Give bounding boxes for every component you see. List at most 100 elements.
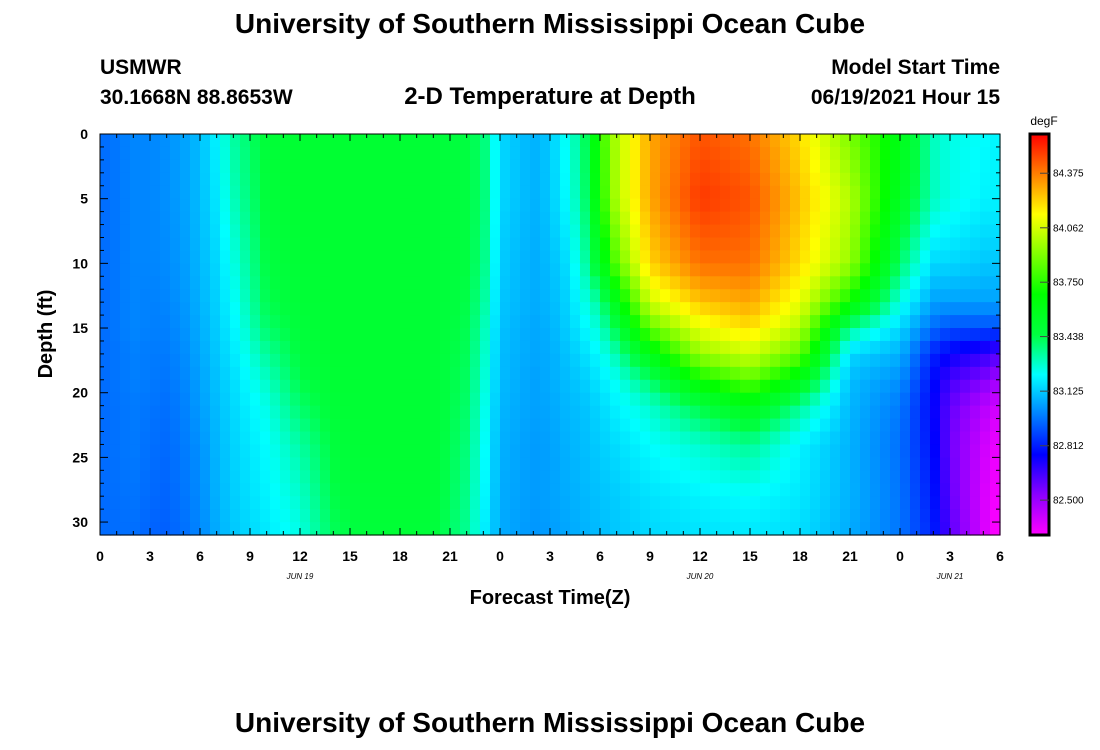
heatmap-cell [890, 353, 901, 368]
heatmap-cell [720, 431, 731, 446]
heatmap-cell [110, 328, 121, 342]
heatmap-cell [450, 431, 461, 446]
heatmap-cell [430, 159, 441, 174]
heatmap-cell [280, 134, 291, 148]
heatmap-cell [750, 224, 761, 239]
heatmap-cell [480, 379, 491, 394]
heatmap-cell [600, 392, 611, 407]
heatmap-cell [630, 353, 641, 368]
heatmap-cell [480, 522, 491, 536]
heatmap-cell [240, 198, 251, 213]
heatmap-cell [590, 134, 601, 148]
heatmap-cell [150, 483, 161, 497]
heatmap-cell [350, 457, 361, 471]
heatmap-cell [140, 444, 151, 458]
heatmap-cell [170, 263, 181, 277]
heatmap-cell [960, 276, 971, 290]
heatmap-cell [700, 431, 711, 446]
heatmap-cell [390, 276, 401, 290]
heatmap-cell [670, 379, 681, 394]
heatmap-cell [510, 366, 521, 381]
heatmap-cell [270, 522, 281, 536]
heatmap-cell [290, 366, 301, 381]
heatmap-cell [760, 328, 771, 342]
heatmap-cell [370, 263, 381, 277]
heatmap-cell [160, 431, 171, 446]
heatmap-cell [420, 302, 431, 316]
heatmap-cell [690, 315, 701, 329]
heatmap-cell [300, 250, 311, 264]
heatmap-cell [450, 522, 461, 536]
heatmap-cell [160, 185, 171, 200]
heatmap-cell [340, 315, 351, 329]
heatmap-cell [270, 185, 281, 200]
heatmap-cell [880, 379, 891, 394]
heatmap-cell [860, 289, 871, 303]
heatmap-cell [460, 418, 471, 433]
heatmap-cell [300, 431, 311, 446]
heatmap-cell [630, 185, 641, 200]
heatmap-cell [790, 483, 801, 497]
heatmap-cell [710, 509, 721, 523]
heatmap-cell [220, 198, 231, 213]
heatmap-cell [740, 328, 751, 342]
heatmap-cell [760, 470, 771, 484]
heatmap-cell [460, 276, 471, 290]
heatmap-cell [400, 198, 411, 213]
heatmap-cell [650, 276, 661, 290]
heatmap-cell [740, 198, 751, 213]
heatmap-cell [250, 172, 261, 187]
heatmap-cell [900, 431, 911, 446]
heatmap-cell [520, 159, 531, 174]
heatmap-cell [920, 289, 931, 303]
heatmap-cell [230, 444, 241, 458]
heatmap-cell [490, 263, 501, 277]
heatmap-cell [320, 392, 331, 407]
heatmap-cell [290, 302, 301, 316]
heatmap-cell [530, 185, 541, 200]
heatmap-cell [960, 431, 971, 446]
heatmap-cell [360, 315, 371, 329]
heatmap-cell [710, 159, 721, 174]
heatmap-cell [990, 470, 1001, 484]
heatmap-cell [520, 522, 531, 536]
heatmap-cell [940, 224, 951, 239]
heatmap-cell [970, 496, 981, 510]
heatmap-cell [960, 444, 971, 458]
heatmap-cell [570, 198, 581, 213]
heatmap-cell [350, 198, 361, 213]
heatmap-cell [380, 289, 391, 303]
heatmap-cell [150, 418, 161, 433]
heatmap-cell [510, 444, 521, 458]
x-tick-label: 0 [96, 548, 104, 564]
heatmap-cell [130, 289, 141, 303]
heatmap-cell [490, 250, 501, 264]
heatmap-cell [420, 353, 431, 368]
x-tick-label: 9 [246, 548, 254, 564]
heatmap-cell [210, 276, 221, 290]
heatmap-cell [800, 263, 811, 277]
heatmap-cell [720, 392, 731, 407]
heatmap-cell [280, 302, 291, 316]
heatmap-cell [320, 483, 331, 497]
heatmap-cell [240, 328, 251, 342]
heatmap-cell [880, 418, 891, 433]
heatmap-cell [370, 418, 381, 433]
heatmap-cell [390, 250, 401, 264]
heatmap-cell [360, 340, 371, 355]
heatmap-cell [100, 198, 111, 213]
heatmap-cell [760, 315, 771, 329]
heatmap-cell [560, 522, 571, 536]
heatmap-cell [670, 276, 681, 290]
heatmap-cell [210, 134, 221, 148]
heatmap-cell [640, 340, 651, 355]
heatmap-cell [540, 185, 551, 200]
heatmap-cell [760, 457, 771, 471]
heatmap-cell [840, 405, 851, 420]
heatmap-cell [690, 522, 701, 536]
heatmap-cell [260, 444, 271, 458]
heatmap-cell [280, 496, 291, 510]
heatmap-cell [400, 457, 411, 471]
heatmap-cell [100, 457, 111, 471]
heatmap-cell [790, 418, 801, 433]
